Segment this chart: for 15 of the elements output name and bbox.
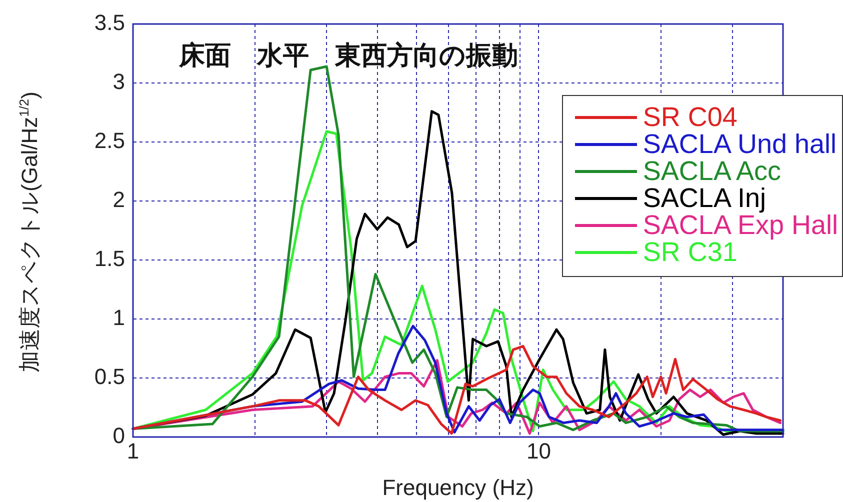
x-axis-title: Frequency (Hz) [382,474,534,500]
legend-label: SACLA Acc [642,156,781,186]
legend-label: SR C04 [642,102,738,132]
y-tick-label: 0.5 [94,364,125,390]
legend-label: SACLA Und hall [642,129,837,159]
y-tick-label: 1.5 [94,246,125,272]
y-tick-label: 2 [112,187,125,212]
y-tick-label: 1 [112,305,125,330]
y-tick-label: 2.5 [94,128,125,154]
x-tick-label: 10 [526,438,551,464]
legend-label: SR C31 [642,237,738,267]
y-tick-label: 3 [112,69,125,94]
y-tick-label: 0 [112,423,125,448]
text: 床面 水平 東西方向の振動 [178,40,518,71]
y-tick-label: 3.5 [94,10,125,36]
